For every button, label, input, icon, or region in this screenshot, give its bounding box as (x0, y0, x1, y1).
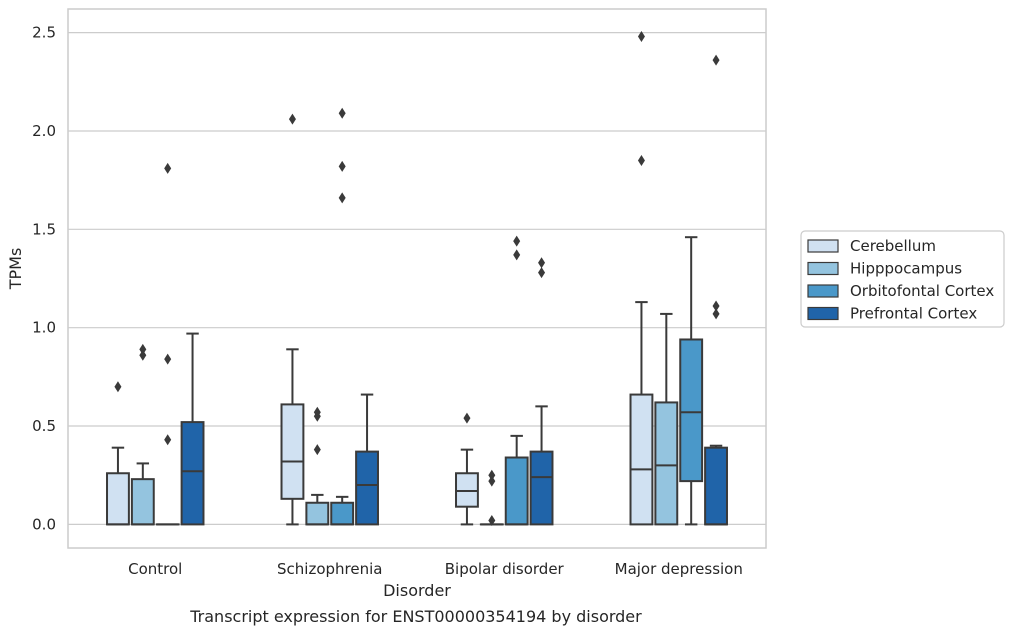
box-iqr (504, 456, 529, 526)
outlier-point (488, 475, 496, 487)
outlier-point (139, 349, 147, 361)
box-orbitofontal-cortex (330, 107, 355, 526)
box-cerebellum (106, 381, 130, 526)
outlier-point (538, 267, 546, 279)
box-hipppocampus (479, 469, 504, 526)
outlier-point (164, 434, 172, 446)
box-cerebellum (280, 113, 305, 526)
legend-swatch (807, 306, 839, 321)
y-tick-label: 1.0 (32, 319, 56, 337)
box-orbitofontal-cortex (504, 235, 529, 526)
box-iqr (355, 450, 379, 526)
y-tick-labels: 0.0 0.5 1.0 1.5 2.0 2.5 (32, 24, 56, 534)
box-iqr (629, 393, 654, 526)
legend-item: Cerebellum (807, 237, 936, 255)
legend-item: Prefrontal Cortex (807, 305, 977, 323)
outlier-point (712, 54, 720, 66)
box-iqr (305, 501, 330, 526)
x-tick-label: Schizophrenia (277, 560, 382, 578)
box-prefrontal-cortex (529, 257, 554, 526)
box-prefrontal-cortex (355, 393, 379, 526)
y-tick-label: 2.5 (32, 24, 56, 42)
box-iqr (180, 421, 205, 526)
box-hipppocampus (130, 343, 155, 526)
legend: Cerebellum Hipppocampus Orbitofontal Corte… (800, 230, 1005, 328)
box-iqr (130, 478, 155, 526)
box-hipppocampus (654, 312, 679, 526)
legend-label: Hipppocampus (850, 260, 962, 278)
outlier-point (463, 412, 471, 424)
y-tick-label: 2.0 (32, 122, 56, 140)
outlier-point (313, 444, 321, 456)
box-orbitofontal-cortex (155, 162, 180, 526)
box-cerebellum (629, 31, 654, 526)
x-tick-label: Bipolar disorder (445, 560, 565, 578)
legend-swatch (807, 239, 839, 253)
box-orbitofontal-cortex (679, 236, 704, 526)
outlier-point (338, 192, 346, 204)
plot-area-frame (67, 8, 767, 549)
outlier-point (338, 107, 346, 119)
box-iqr (529, 450, 554, 526)
box-hipppocampus (305, 406, 330, 526)
box-prefrontal-cortex (704, 54, 728, 526)
outlier-point (288, 113, 296, 125)
outlier-point (488, 469, 496, 481)
outlier-point (637, 154, 645, 166)
box-cerebellum (455, 412, 479, 526)
y-tick-label: 0.0 (32, 515, 56, 533)
y-axis-title: TPMs (6, 248, 25, 291)
outlier-point (164, 162, 172, 174)
x-axis-title: Disorder (383, 581, 451, 600)
box-iqr (654, 401, 679, 526)
outlier-point (637, 31, 645, 43)
outlier-point (139, 343, 147, 355)
boxes (106, 31, 728, 526)
legend-label: Orbitofontal Cortex (850, 282, 994, 300)
x-tick-label: Control (128, 560, 182, 578)
legend-item: Orbitofontal Cortex (807, 282, 994, 300)
chart-caption: Transcript expression for ENST0000035419… (189, 607, 642, 626)
box-prefrontal-cortex (180, 332, 205, 526)
outlier-point (712, 308, 720, 320)
box-iqr (330, 501, 355, 526)
legend-frame (800, 230, 1005, 328)
box-iqr (679, 338, 704, 483)
box-iqr (106, 472, 130, 526)
x-tick-label: Major depression (615, 560, 743, 578)
outlier-point (114, 381, 122, 393)
legend-swatch (807, 284, 839, 298)
outlier-point (712, 300, 720, 312)
legend-item: Hipppocampus (807, 260, 962, 278)
x-tick-labels: Control Schizophrenia Bipolar disorder Majo… (128, 560, 743, 578)
outlier-point (513, 249, 521, 261)
outlier-point (338, 160, 346, 172)
legend-label: Cerebellum (850, 237, 936, 255)
legend-swatch (807, 261, 839, 276)
y-tick-label: 1.5 (32, 220, 56, 238)
y-tick-label: 0.5 (32, 417, 56, 435)
legend-label: Prefrontal Cortex (850, 305, 977, 323)
outlier-point (513, 235, 521, 247)
box-iqr (704, 446, 728, 526)
outlier-point (538, 257, 546, 269)
outlier-point (313, 406, 321, 418)
outlier-point (164, 353, 172, 365)
outlier-point (488, 514, 496, 526)
box-iqr (280, 403, 305, 500)
